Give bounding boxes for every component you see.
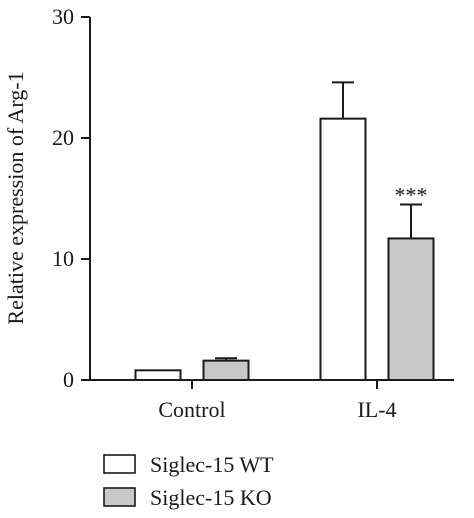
significance-label: ***: [395, 183, 428, 208]
y-tick-label: 10: [52, 246, 74, 271]
bar: [319, 117, 367, 381]
x-tick-label: Control: [158, 397, 225, 422]
y-tick-label: 0: [63, 367, 74, 392]
y-tick-label: 30: [52, 4, 74, 29]
bar: [387, 237, 435, 381]
x-tick-label: IL-4: [357, 397, 396, 422]
legend: Siglec-15 WT Siglec-15 KO: [103, 452, 274, 510]
y-tick-label: 20: [52, 125, 74, 150]
legend-label: Siglec-15 WT: [150, 452, 274, 477]
legend-swatch: [103, 454, 136, 474]
legend-swatch: [103, 487, 136, 507]
annotations: ***: [395, 183, 428, 208]
y-ticks: 0 10 20 30: [52, 4, 90, 392]
bar: [202, 359, 250, 382]
error-bars: [215, 81, 422, 361]
bar: [134, 369, 182, 382]
legend-label: Siglec-15 KO: [150, 485, 272, 510]
bars: [134, 117, 435, 382]
x-ticks: Control IL-4: [158, 380, 397, 422]
y-axis-title: Relative expression of Arg-1: [3, 71, 28, 324]
